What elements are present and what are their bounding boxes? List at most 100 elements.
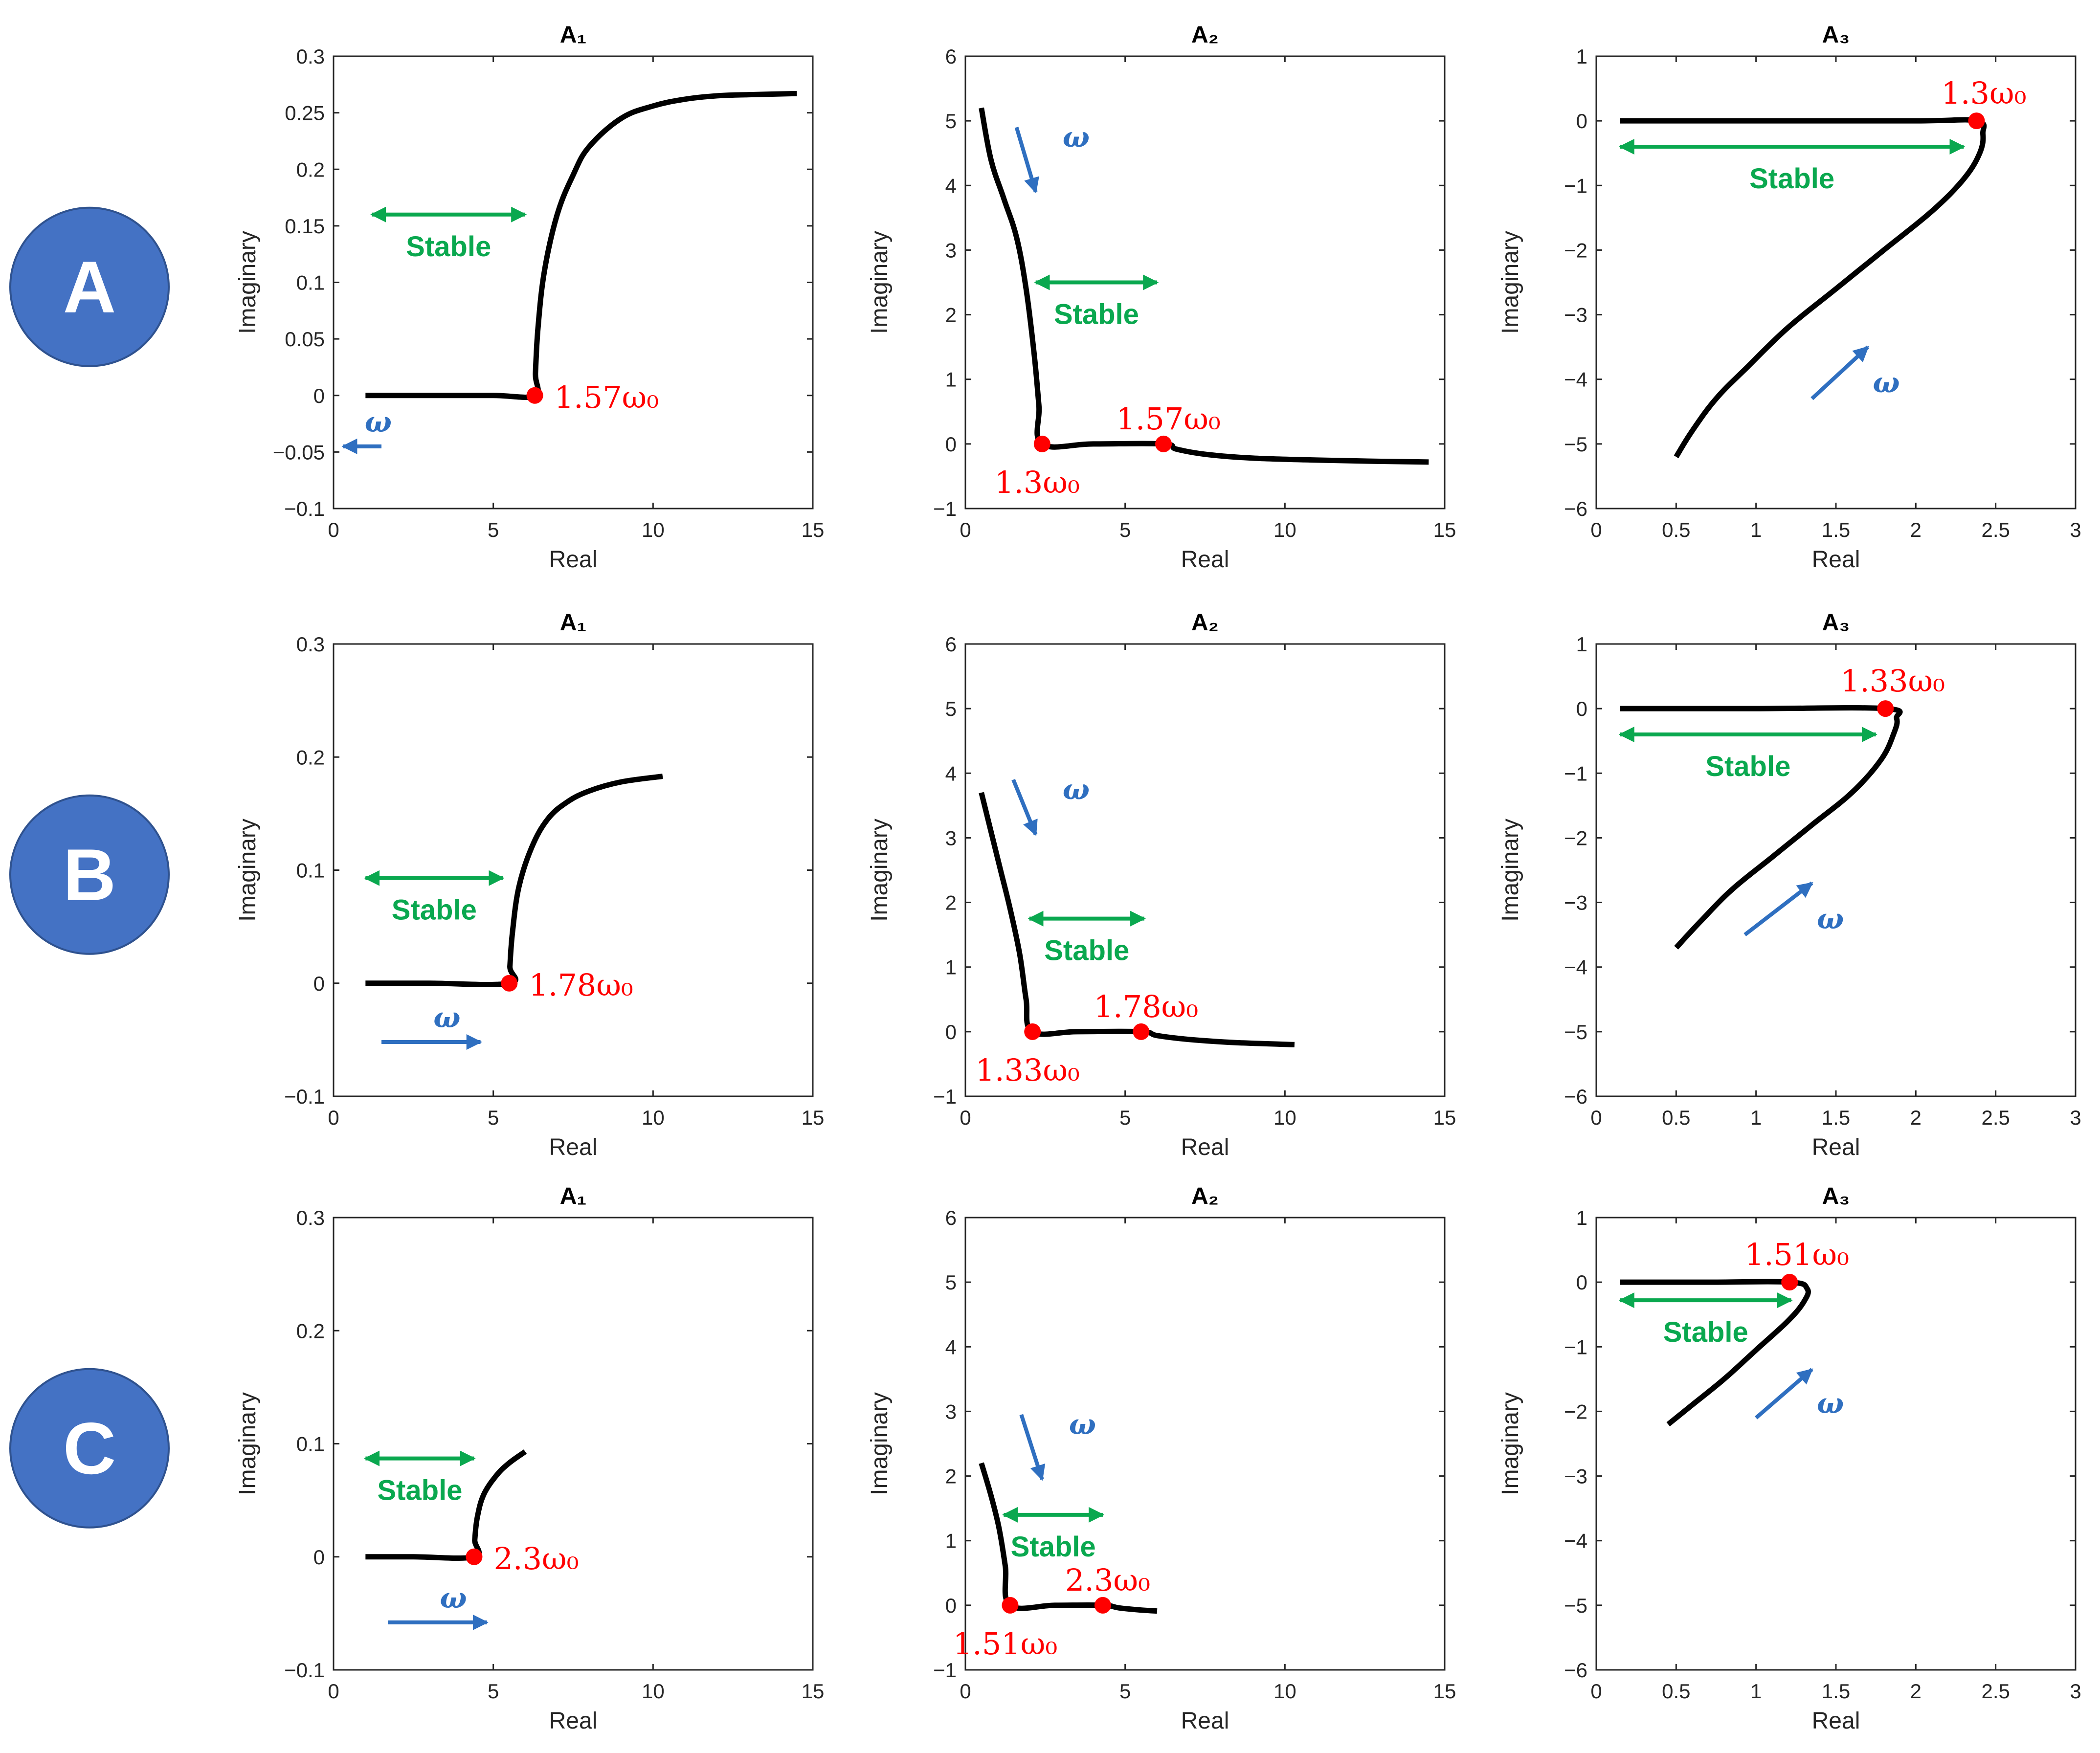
x-tick-label: 15 xyxy=(1433,1680,1456,1703)
y-tick-label: 0 xyxy=(1576,1271,1587,1294)
omega-label: ω xyxy=(1817,1387,1844,1420)
plot-b-3: 0 0.5 1 1.5 2 2.5 3 −6 −5 −4 −3 −2 −1 0 1 A₃ Real Imagina… xyxy=(1497,610,2081,1160)
critical-point-label: 1.78ω₀ xyxy=(529,967,633,1003)
y-tick-label: 3 xyxy=(945,1400,957,1423)
stable-label: Stable xyxy=(1011,1531,1096,1563)
y-tick-label: 0 xyxy=(1576,110,1587,133)
y-tick-label: −1 xyxy=(1564,1335,1587,1358)
row-label-text: C xyxy=(63,1407,116,1489)
y-tick-label: 0.15 xyxy=(285,215,325,238)
x-tick-label: 2 xyxy=(1910,1106,1921,1129)
x-tick-label: 1 xyxy=(1750,518,1762,541)
omega-label: ω xyxy=(365,405,392,439)
y-tick-label: 0.3 xyxy=(296,633,325,656)
y-tick-label: −6 xyxy=(1564,1659,1587,1682)
critical-point-label: 1.51ω₀ xyxy=(953,1626,1057,1662)
x-tick-label: 0.5 xyxy=(1662,518,1690,541)
omega-label: ω xyxy=(440,1581,467,1615)
x-tick-label: 1.5 xyxy=(1822,1106,1850,1129)
stable-label: Stable xyxy=(1054,299,1139,331)
y-tick-label: 2 xyxy=(945,304,957,327)
x-tick-label: 0 xyxy=(1590,1680,1602,1703)
x-tick-label: 0 xyxy=(960,1680,971,1703)
y-axis-label: Imaginary xyxy=(867,231,893,334)
y-tick-label: −4 xyxy=(1564,1530,1587,1553)
y-tick-label: 0.3 xyxy=(296,1206,325,1229)
plot-c-3: 0 0.5 1 1.5 2 2.5 3 −6 −5 −4 −3 −2 −1 0 1 A₃ Real Imagina… xyxy=(1497,1183,2081,1734)
x-tick-label: 15 xyxy=(1433,1106,1456,1129)
critical-point xyxy=(1002,1597,1019,1614)
y-tick-label: 1 xyxy=(1576,633,1587,656)
critical-point xyxy=(526,387,543,404)
x-tick-label: 0 xyxy=(960,1106,971,1129)
row-label-circle xyxy=(9,1368,170,1529)
y-axis-label: Imaginary xyxy=(1497,231,1523,334)
stable-label: Stable xyxy=(1749,163,1834,195)
x-tick-label: 5 xyxy=(488,1680,499,1703)
x-axis-label: Real xyxy=(1812,547,1860,573)
y-axis-label: Imaginary xyxy=(867,1392,893,1495)
omega-direction-arrow xyxy=(1743,881,1813,936)
y-tick-label: 0.25 xyxy=(285,102,325,125)
y-axis-label: Imaginary xyxy=(235,231,261,334)
row-label-text: B xyxy=(63,834,116,916)
y-tick-label: −5 xyxy=(1564,433,1587,456)
y-tick-label: 5 xyxy=(945,1271,957,1294)
plot-b-2: 0 5 10 15−10123456A₂RealImaginary1.33ω₀1.78… xyxy=(867,610,1456,1160)
omega-label: ω xyxy=(1069,1408,1096,1441)
x-tick-label: 2.5 xyxy=(1981,518,2010,541)
y-tick-label: −3 xyxy=(1564,304,1587,327)
y-tick-label: 1 xyxy=(945,1530,957,1553)
plot-frame xyxy=(333,55,814,510)
x-tick-label: 0 xyxy=(1590,1106,1602,1129)
x-tick-label: 2.5 xyxy=(1981,1106,2010,1129)
y-tick-label: 1 xyxy=(945,368,957,391)
y-tick-label: −3 xyxy=(1564,1465,1587,1488)
y-tick-label: 0.1 xyxy=(296,1433,325,1456)
stable-label: Stable xyxy=(1705,751,1790,782)
critical-point-label: 1.3ω₀ xyxy=(1941,75,2026,111)
x-axis-label: Real xyxy=(549,1134,598,1160)
critical-point xyxy=(1094,1597,1111,1614)
plot-b-1: 0 5 10 15−0.100.10.20.3A₁RealImaginary1.78ω… xyxy=(235,610,824,1160)
x-tick-label: 2 xyxy=(1910,518,1921,541)
y-tick-label: 0 xyxy=(945,1021,957,1043)
row-label-b: B xyxy=(9,794,170,955)
x-tick-label: 15 xyxy=(1433,518,1456,541)
x-tick-label: 2 xyxy=(1910,1680,1921,1703)
x-tick-label: 10 xyxy=(642,1680,665,1703)
omega-direction-arrow xyxy=(1755,1368,1813,1420)
y-tick-label: 0 xyxy=(945,433,957,456)
plot-frame xyxy=(333,643,814,1097)
stable-label: Stable xyxy=(392,894,477,926)
y-tick-label: −0.1 xyxy=(284,1085,325,1108)
stable-label: Stable xyxy=(1044,935,1129,967)
critical-point-label: 2.3ω₀ xyxy=(493,1541,579,1576)
y-tick-label: 0.2 xyxy=(296,746,325,769)
x-axis-label: Real xyxy=(549,547,598,573)
y-tick-label: −0.1 xyxy=(284,497,325,520)
x-tick-label: 0 xyxy=(1590,518,1602,541)
omega-label: ω xyxy=(1817,902,1844,935)
y-tick-label: 6 xyxy=(945,1206,957,1229)
y-tick-label: 1 xyxy=(1576,1206,1587,1229)
x-tick-label: 5 xyxy=(1119,1680,1131,1703)
critical-point xyxy=(466,1548,483,1565)
x-axis-label: Real xyxy=(549,1708,598,1734)
x-tick-label: 0 xyxy=(328,1680,339,1703)
y-tick-label: 0 xyxy=(313,384,325,407)
plot-title: A₁ xyxy=(560,22,587,48)
y-tick-label: −4 xyxy=(1564,956,1587,979)
y-tick-label: 0.2 xyxy=(296,1319,325,1342)
omega-label: ω xyxy=(1063,120,1090,154)
critical-point-label: 1.57ω₀ xyxy=(1116,401,1220,437)
x-axis-label: Real xyxy=(1812,1708,1860,1734)
y-axis-label: Imaginary xyxy=(867,819,893,922)
x-tick-label: 5 xyxy=(488,518,499,541)
y-tick-label: −1 xyxy=(1564,174,1587,197)
x-axis-label: Real xyxy=(1181,1134,1229,1160)
critical-point xyxy=(1968,112,1985,130)
critical-point-label: 2.3ω₀ xyxy=(1065,1562,1150,1598)
plot-title: A₃ xyxy=(1822,610,1850,636)
y-tick-label: −1 xyxy=(933,497,957,520)
